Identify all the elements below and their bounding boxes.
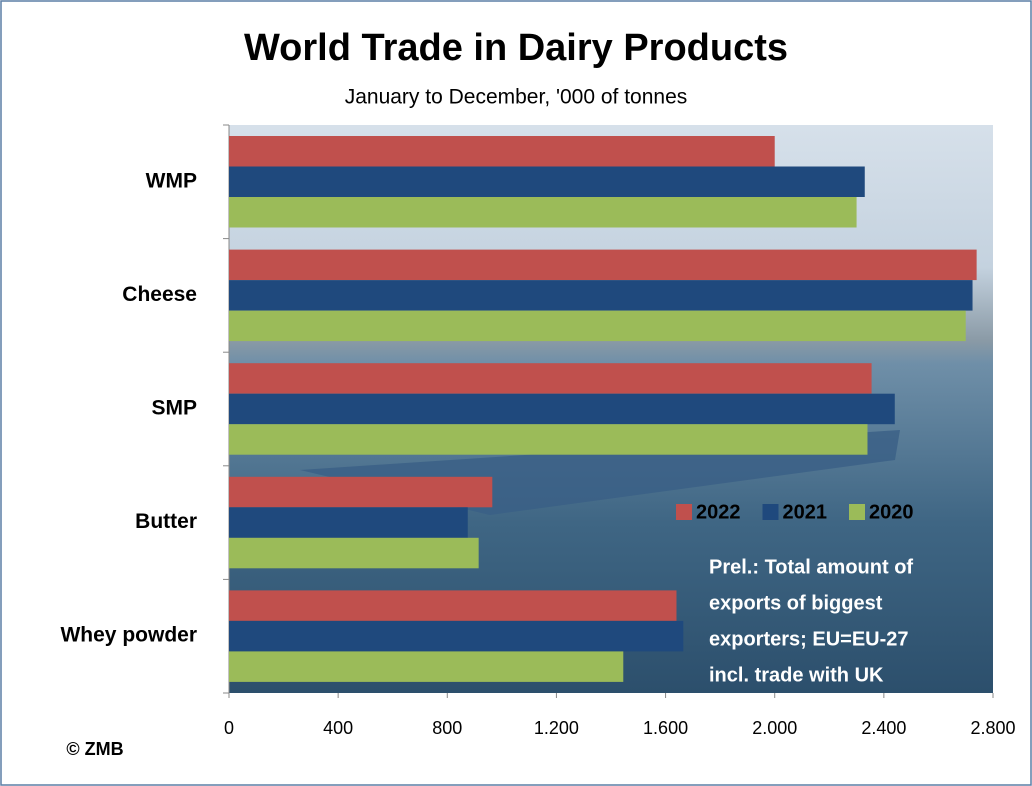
bar (229, 590, 677, 621)
bar (229, 136, 775, 167)
bar (229, 166, 865, 197)
category-label: Cheese (122, 283, 197, 306)
bar (229, 197, 857, 228)
x-tick-label: 1.200 (534, 718, 579, 738)
bar (229, 280, 973, 311)
bar (229, 393, 895, 425)
chart-subtitle: January to December, '000 of tonnes (345, 86, 688, 109)
legend-label: 2020 (869, 501, 914, 523)
x-tick-label: 2.400 (861, 718, 906, 738)
chart-title: World Trade in Dairy Products (244, 27, 788, 69)
x-tick-label: 400 (323, 718, 353, 738)
bar (229, 424, 868, 455)
bar (229, 651, 624, 682)
annotation: Prel.: Total amount of (709, 556, 913, 578)
category-label: SMP (151, 397, 197, 420)
annotation: incl. trade with UK (709, 664, 884, 686)
x-tick-label: 2.000 (752, 718, 797, 738)
x-tick-label: 2.800 (970, 718, 1015, 738)
bar (229, 476, 493, 508)
annotation: exporters; EU=EU-27 (709, 628, 909, 650)
bar (229, 363, 872, 394)
legend-swatch (676, 504, 692, 520)
legend-swatch (849, 504, 865, 520)
legend-swatch (762, 504, 779, 520)
x-tick-label: 0 (224, 718, 234, 738)
bar (229, 310, 966, 342)
legend-label: 2022 (696, 501, 741, 523)
x-tick-label: 1.600 (643, 718, 688, 738)
bar (229, 249, 977, 281)
category-label: Whey powder (60, 624, 197, 647)
copyright: © ZMB (66, 739, 123, 759)
bar (229, 537, 479, 569)
bar (229, 620, 684, 652)
category-label: Butter (135, 510, 197, 533)
annotation: exports of biggest (709, 592, 883, 614)
legend-label: 2021 (783, 501, 828, 523)
x-tick-label: 800 (432, 718, 462, 738)
bar (229, 507, 468, 538)
category-label: WMP (146, 169, 197, 192)
